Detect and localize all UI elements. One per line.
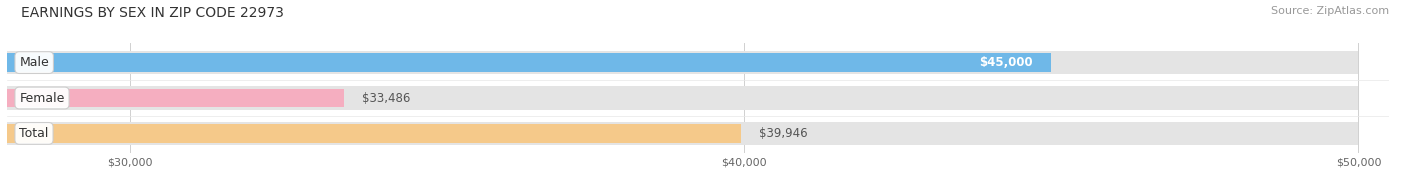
Text: Total: Total [20, 127, 49, 140]
Text: $45,000: $45,000 [979, 56, 1033, 69]
Bar [7, 53, 1052, 72]
Bar [7, 89, 344, 107]
Bar [7, 122, 1358, 145]
Text: $39,946: $39,946 [759, 127, 808, 140]
Text: EARNINGS BY SEX IN ZIP CODE 22973: EARNINGS BY SEX IN ZIP CODE 22973 [21, 6, 284, 20]
Text: $33,486: $33,486 [363, 92, 411, 104]
Text: Female: Female [20, 92, 65, 104]
Text: Source: ZipAtlas.com: Source: ZipAtlas.com [1271, 6, 1389, 16]
Bar [7, 124, 741, 143]
Text: Male: Male [20, 56, 49, 69]
Bar [7, 51, 1358, 74]
Bar [7, 86, 1358, 110]
